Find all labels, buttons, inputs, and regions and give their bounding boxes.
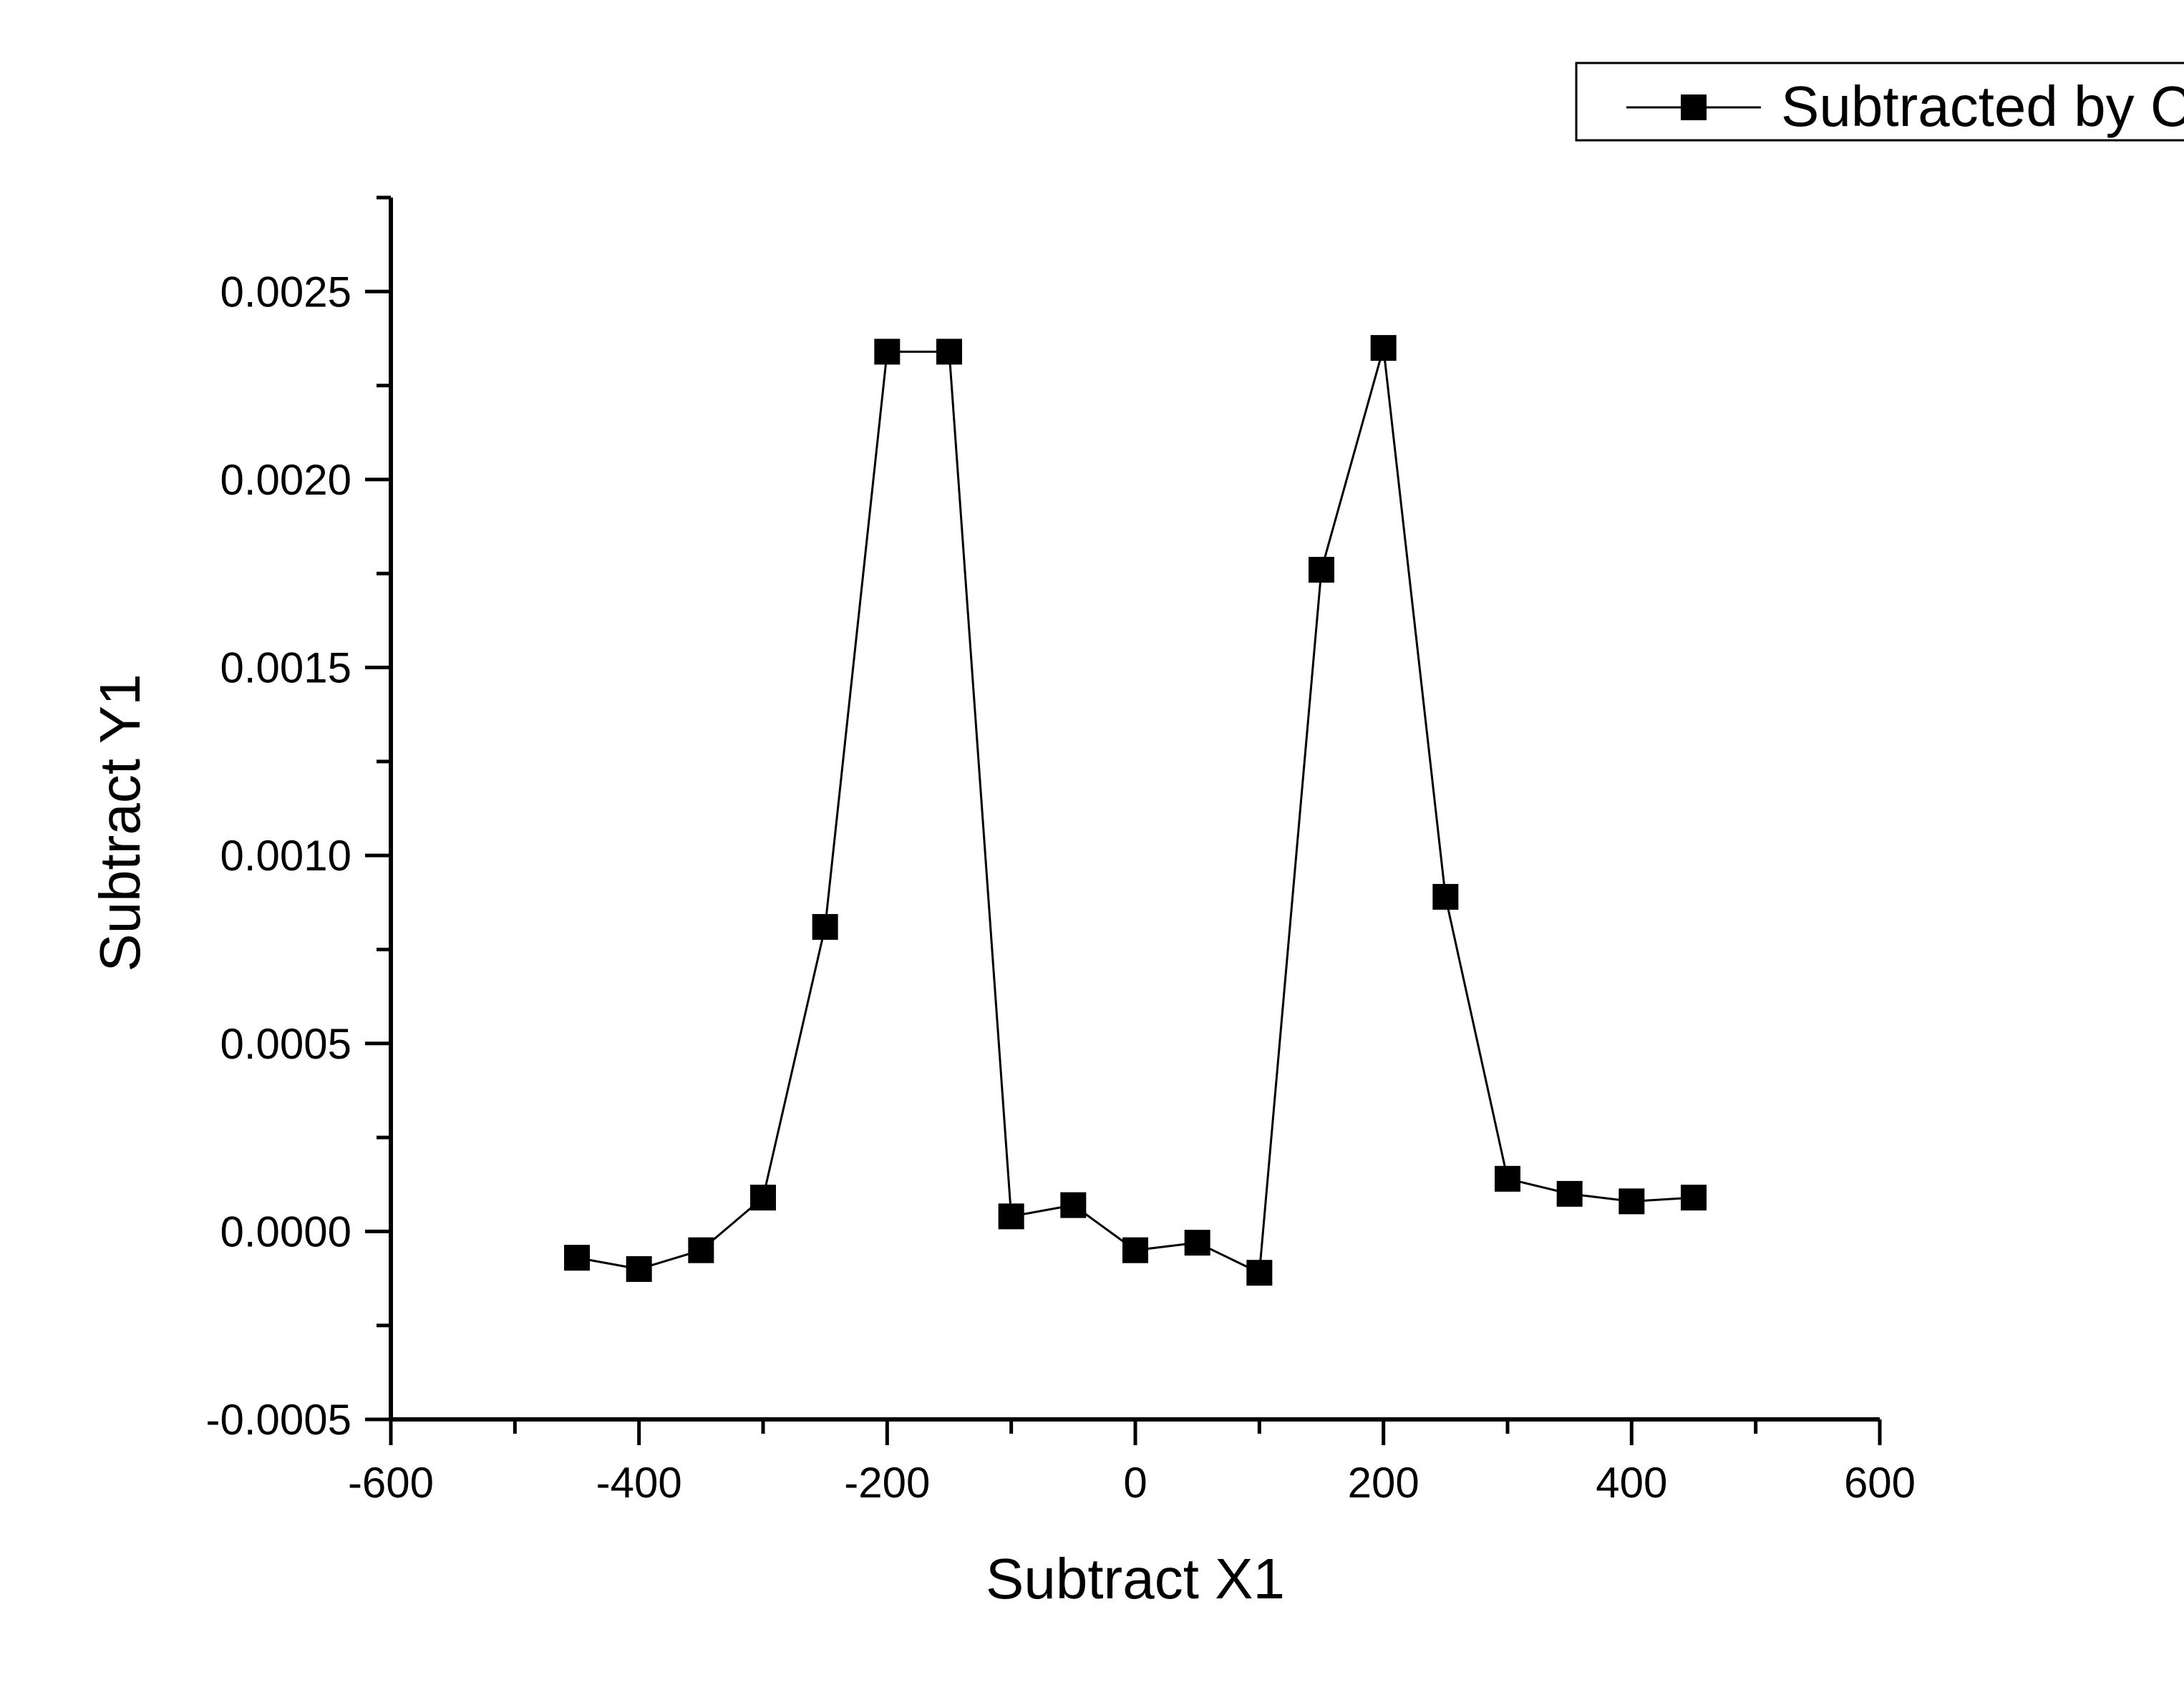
data-point-marker	[688, 1237, 714, 1263]
series-line	[576, 347, 1694, 1275]
data-point-marker	[1556, 1180, 1583, 1207]
data-point-marker	[812, 913, 838, 940]
data-point-marker	[1370, 335, 1397, 361]
data-point-marker	[1309, 556, 1334, 583]
data-point-marker	[1681, 1185, 1707, 1211]
x-tick-label: 200	[1348, 1459, 1419, 1507]
y-tick-label: -0.0005	[206, 1396, 352, 1444]
data-point-marker	[750, 1185, 776, 1211]
data-point-marker	[1184, 1230, 1210, 1256]
x-tick-label: 600	[1844, 1459, 1916, 1507]
y-tick-label: 0.0010	[220, 832, 351, 880]
data-point-marker	[1432, 883, 1459, 910]
y-axis-title: Subtract Y1	[88, 674, 152, 972]
x-ticks: -600 -400 -200 0 200 400 600	[348, 1419, 1916, 1507]
y-tick-label: 0.0025	[220, 268, 351, 316]
data-point-marker	[1618, 1188, 1645, 1215]
x-tick-label: -600	[348, 1459, 434, 1507]
x-axis-title: Subtract X1	[986, 1547, 1285, 1611]
data-point-marker	[1246, 1260, 1273, 1286]
series-layer	[564, 335, 1707, 1286]
y-tick-label: 0.0015	[220, 644, 351, 692]
data-point-marker	[1495, 1165, 1520, 1192]
data-point-marker	[1122, 1237, 1148, 1263]
y-tick-label: 0.0020	[220, 456, 351, 504]
data-point-marker	[1060, 1192, 1087, 1218]
data-point-marker	[564, 1245, 590, 1271]
legend-label: Subtracted by C	[1781, 74, 2184, 138]
x-tick-label: 400	[1596, 1459, 1667, 1507]
data-point-marker	[936, 339, 962, 365]
legend-box	[1575, 62, 2184, 142]
data-point-marker	[626, 1255, 652, 1282]
y-ticks: -0.0005 0.0000 0.0005 0.0010 0.0015 0.0020 0.0…	[206, 195, 391, 1444]
x-tick-label: -400	[596, 1459, 682, 1507]
x-tick-label: -200	[844, 1459, 930, 1507]
legend: Subtracted by C	[1575, 62, 2184, 142]
data-point-marker	[874, 339, 901, 365]
y-tick-label: 0.0005	[220, 1020, 351, 1068]
data-point-marker	[998, 1203, 1024, 1230]
legend-square-marker	[1681, 94, 1707, 120]
x-tick-label: 0	[1123, 1459, 1147, 1507]
y-tick-label: 0.0000	[220, 1208, 351, 1255]
